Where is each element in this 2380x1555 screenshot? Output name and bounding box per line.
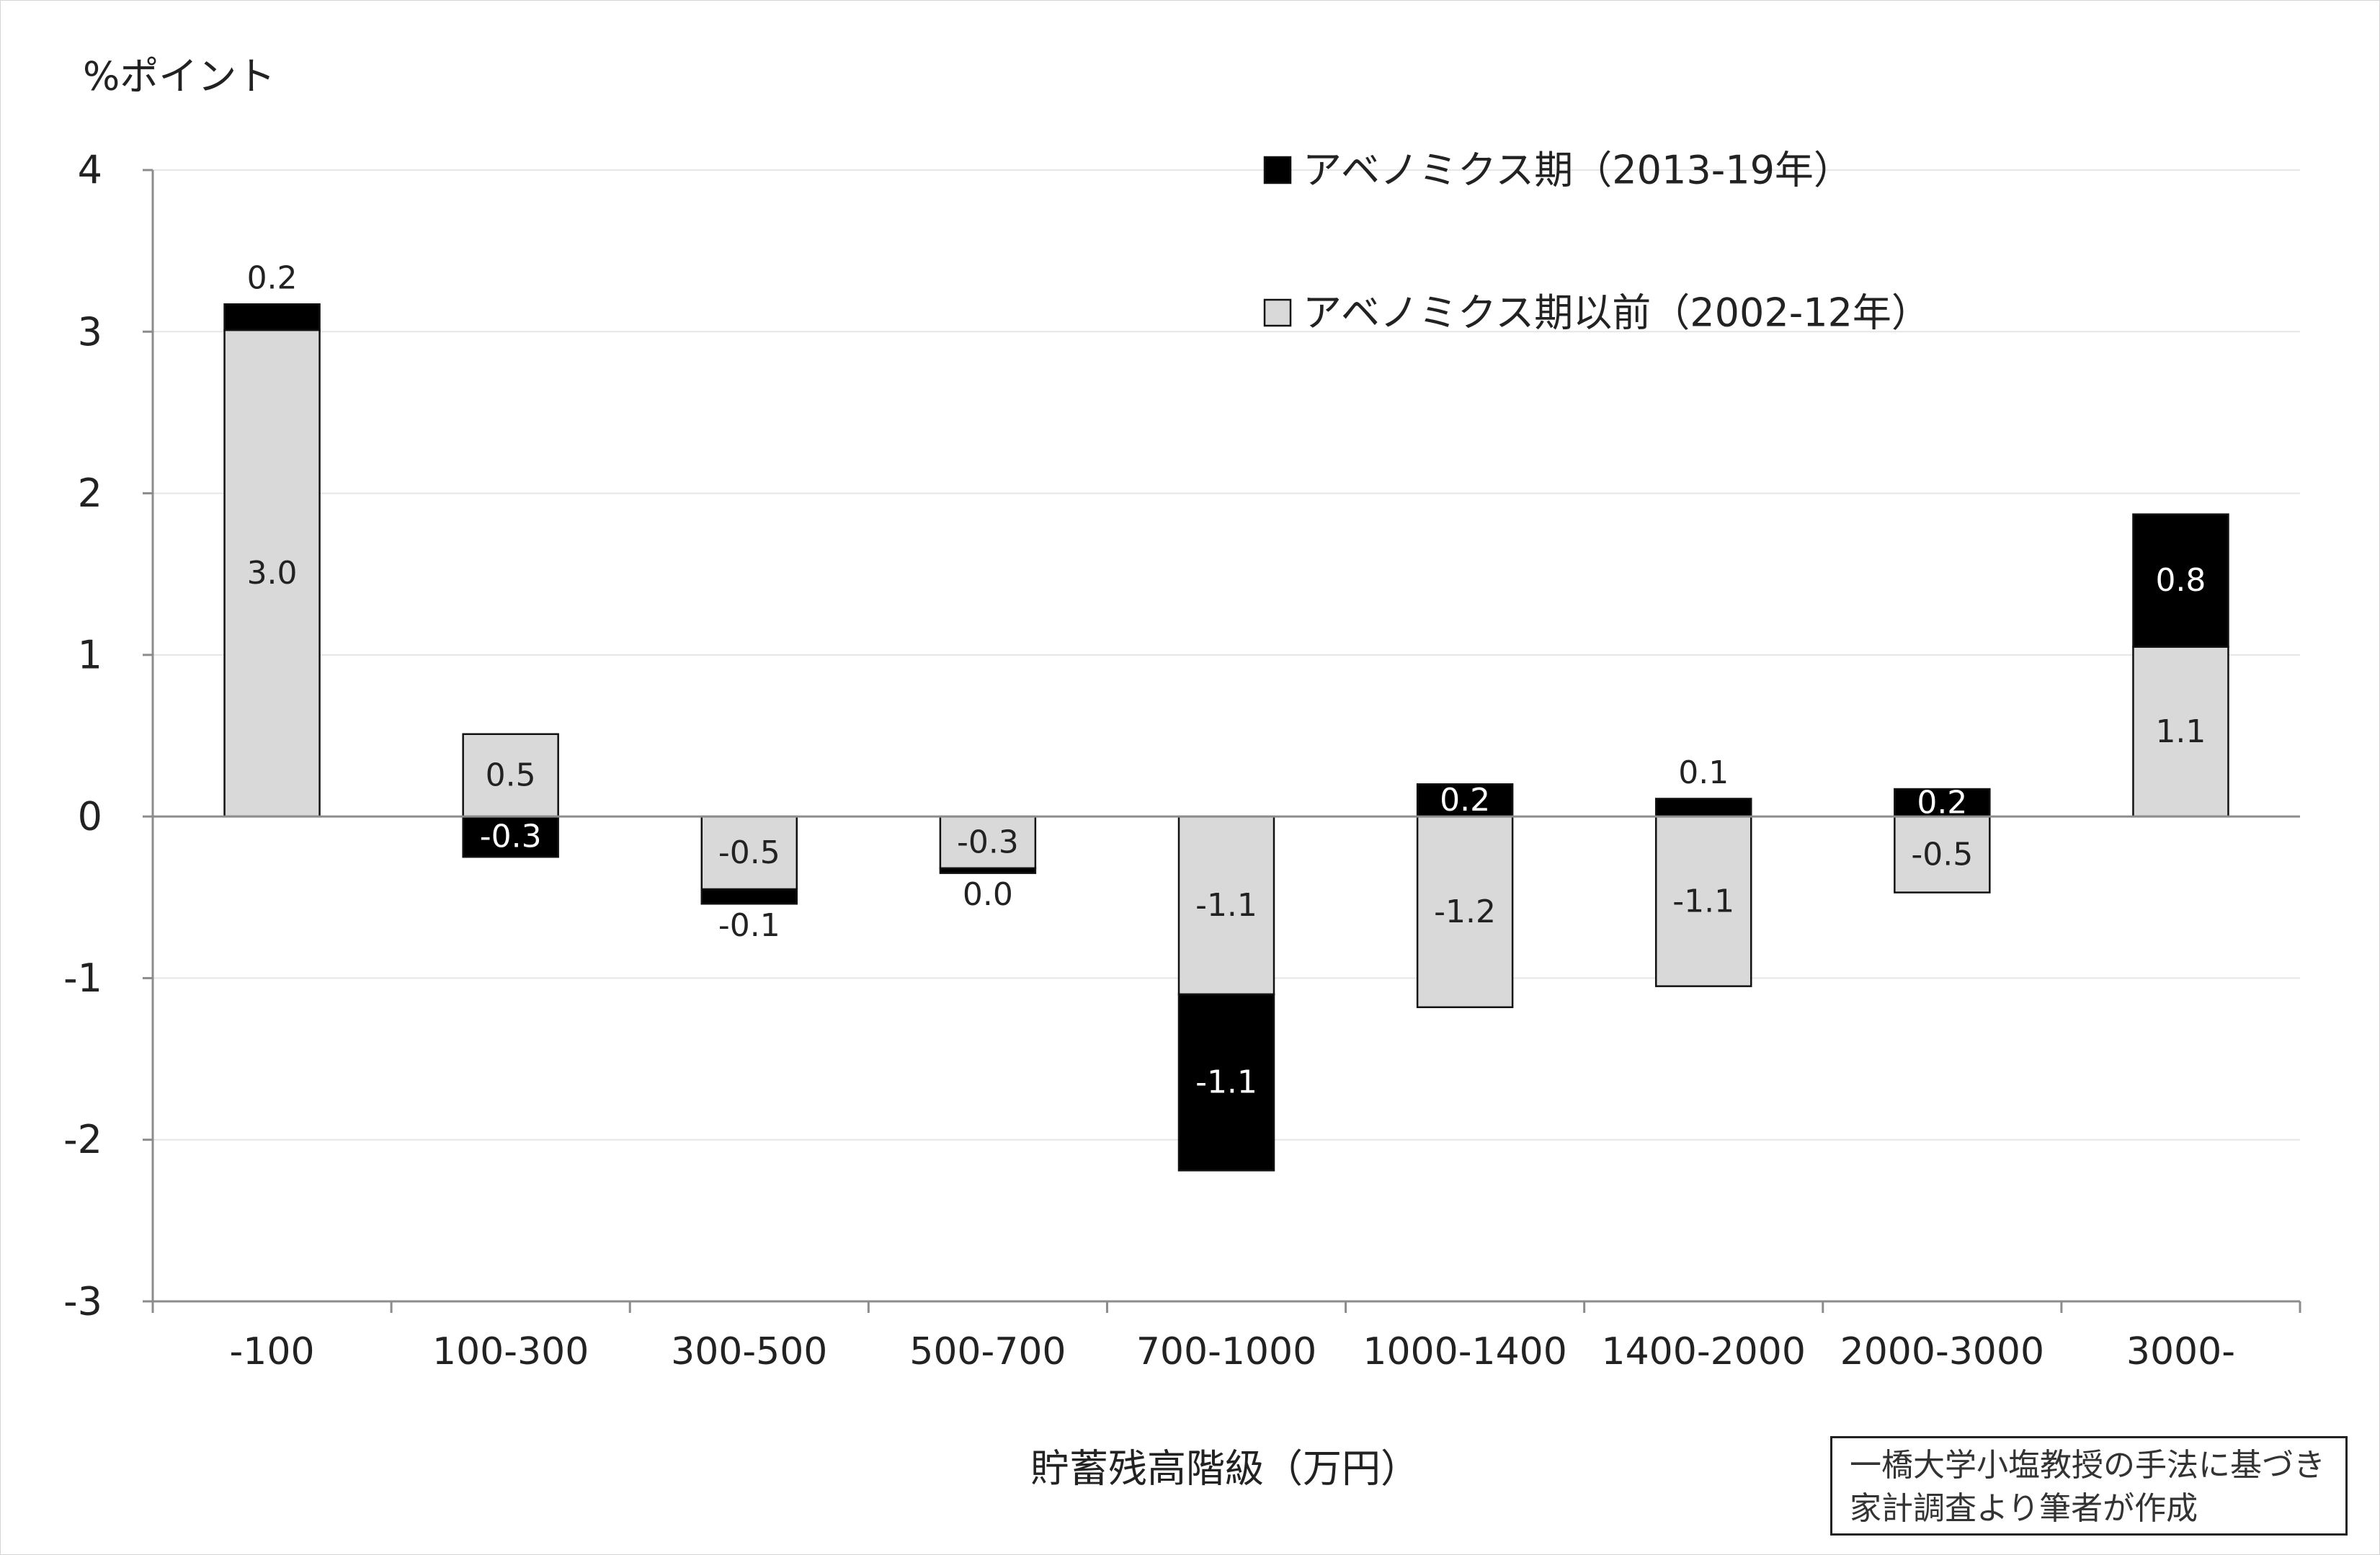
x-tick-label: 500-700	[909, 1330, 1066, 1373]
x-tick-label: -100	[230, 1330, 315, 1373]
bar-pre-abenomics	[462, 733, 559, 818]
bar-abenomics	[223, 303, 321, 331]
data-label-abenomics: 0.1	[1678, 754, 1729, 791]
bar-abenomics	[2132, 513, 2229, 648]
data-label-pre-abenomics: 1.1	[2155, 713, 2206, 750]
x-tick-label: 3000-	[2126, 1330, 2235, 1373]
x-tick-label: 300-500	[671, 1330, 827, 1373]
y-tick-label: 2	[78, 471, 102, 516]
bar-abenomics	[700, 888, 798, 905]
source-note-line1: 一橋大学小塩教授の手法に基づき	[1850, 1447, 2325, 1484]
data-label-abenomics: 0.2	[1440, 782, 1490, 819]
y-tick-label: 3	[78, 309, 102, 355]
source-note-line2: 家計調査より筆者が作成	[1850, 1490, 2198, 1527]
data-label-abenomics: -0.3	[480, 819, 542, 855]
bar-pre-abenomics	[2132, 646, 2229, 818]
data-label-abenomics: -0.1	[718, 907, 780, 944]
data-label-pre-abenomics: 0.5	[486, 757, 536, 793]
y-axis-title: %ポイント	[83, 54, 275, 99]
data-label-abenomics: 0.8	[2155, 562, 2206, 599]
data-label-pre-abenomics: -0.5	[1911, 836, 1973, 873]
x-tick-label: 700-1000	[1136, 1330, 1316, 1373]
bar-pre-abenomics	[223, 329, 321, 818]
data-label-pre-abenomics: -1.1	[1672, 883, 1734, 919]
legend-label-pre-abenomics: アベノミクス期以前（2002-12年）	[1303, 290, 1930, 336]
data-label-pre-abenomics: -0.5	[718, 834, 780, 871]
y-tick-label: -2	[63, 1117, 102, 1162]
x-tick-label: 100-300	[432, 1330, 589, 1373]
y-tick-label: -1	[63, 955, 102, 1001]
data-label-abenomics: 0.2	[247, 260, 298, 297]
data-label-pre-abenomics: -1.1	[1195, 887, 1257, 924]
y-tick-label: -3	[63, 1279, 102, 1324]
x-tick-label: 2000-3000	[1840, 1330, 2044, 1373]
bar-abenomics	[1654, 798, 1752, 818]
bar-abenomics	[462, 815, 559, 858]
legend-label-abenomics: アベノミクス期（2013-19年）	[1303, 148, 1853, 193]
source-note: 一橋大学小塩教授の手法に基づき 家計調査より筆者が作成	[1830, 1436, 2348, 1536]
x-tick-label: 1400-2000	[1602, 1330, 1806, 1373]
x-axis-title: 貯蓄残高階級（万円）	[1030, 1446, 1419, 1492]
bar-pre-abenomics	[1177, 815, 1275, 996]
bar-pre-abenomics	[1416, 815, 1514, 1009]
legend-swatch-abenomics	[1263, 156, 1292, 184]
data-label-abenomics: 0.0	[963, 876, 1013, 913]
x-tick-label: 1000-1400	[1363, 1330, 1566, 1373]
bar-abenomics	[1416, 783, 1514, 818]
bar-pre-abenomics	[939, 815, 1037, 870]
data-label-abenomics: 0.2	[1917, 785, 1967, 821]
data-label-abenomics: -1.1	[1195, 1064, 1257, 1101]
y-tick-label: 0	[78, 794, 102, 839]
data-label-pre-abenomics: -1.2	[1434, 894, 1496, 930]
legend-swatch-pre-abenomics	[1263, 298, 1292, 327]
bar-abenomics	[939, 867, 1037, 874]
y-tick-label: 1	[78, 632, 102, 677]
data-label-pre-abenomics: -0.3	[957, 824, 1019, 861]
data-label-pre-abenomics: 3.0	[247, 555, 298, 592]
bar-abenomics	[1177, 993, 1275, 1172]
y-tick-label: 4	[78, 148, 102, 193]
